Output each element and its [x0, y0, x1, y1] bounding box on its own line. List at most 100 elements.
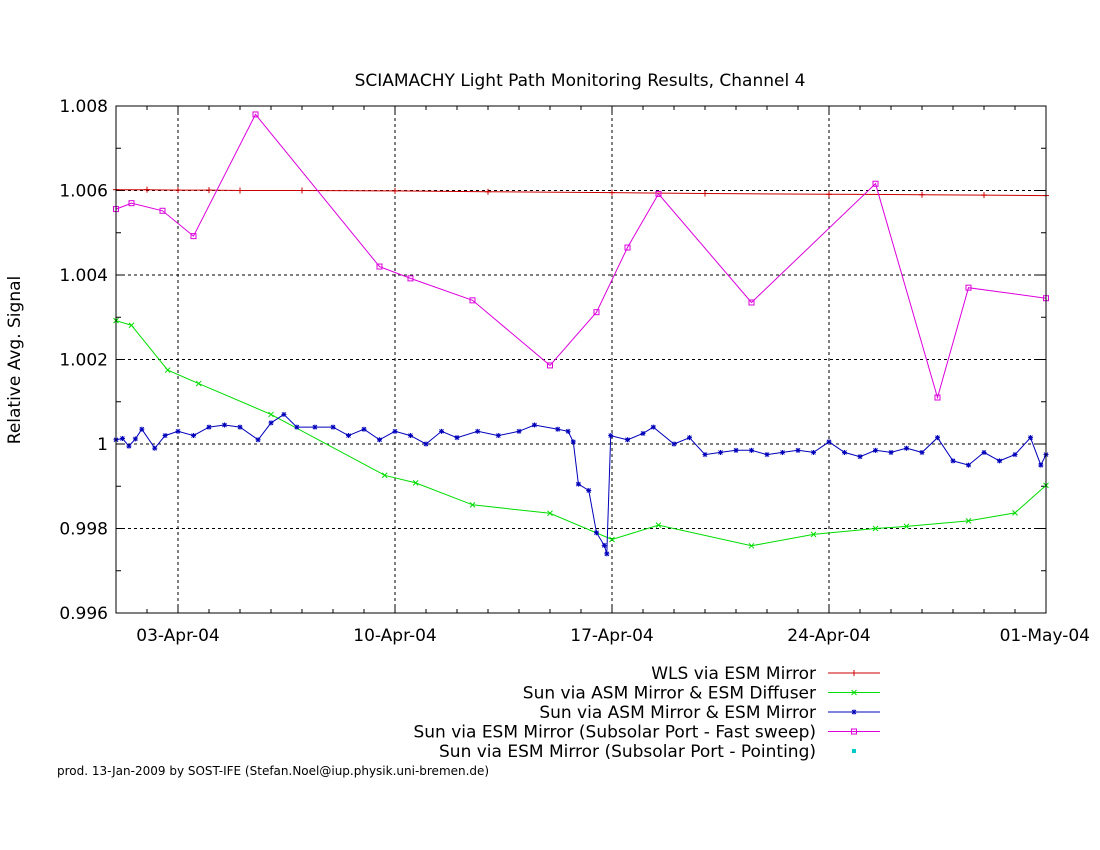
data-point — [152, 445, 158, 451]
data-point — [857, 454, 863, 460]
data-point — [749, 447, 754, 453]
legend-label: WLS via ESM Mirror — [651, 664, 816, 684]
data-point — [126, 443, 132, 449]
legend-entry: Sun via ESM Mirror (Subsolar Port - Poin… — [439, 742, 856, 762]
data-point — [601, 542, 607, 548]
x-tick-label: 17-Apr-04 — [570, 626, 653, 646]
data-point — [206, 424, 212, 430]
data-point — [748, 542, 755, 549]
data-point — [981, 192, 987, 199]
y-tick-label: 0.998 — [59, 520, 108, 540]
legend-entry: WLS via ESM Mirror — [651, 664, 880, 684]
data-point — [965, 284, 972, 291]
data-point — [687, 435, 692, 441]
legend-label: Sun via ESM Mirror (Subsolar Port - Fast… — [413, 723, 816, 743]
legend-entry: Sun via ASM Mirror & ESM Mirror — [539, 703, 880, 723]
data-point — [412, 480, 419, 486]
data-point — [655, 522, 662, 528]
data-point — [377, 437, 382, 443]
data-point — [826, 191, 832, 198]
data-point — [1012, 510, 1018, 516]
data-point — [495, 433, 501, 439]
y-tick-label: 1.002 — [59, 351, 108, 371]
data-point — [625, 437, 630, 443]
y-tick-label: 1.006 — [59, 182, 108, 202]
data-point — [609, 536, 615, 543]
legend-label: Sun via ASM Mirror & ESM Diffuser — [523, 684, 816, 704]
legend-entry: Sun via ASM Mirror & ESM Diffuser — [523, 684, 880, 704]
data-point — [934, 394, 941, 401]
data-point — [475, 428, 481, 434]
data-point — [919, 191, 925, 198]
data-point — [268, 411, 274, 418]
data-point — [144, 186, 150, 193]
legend-entry: Sun via ESM Mirror (Subsolar Port - Fast… — [413, 723, 880, 743]
plot-frame — [115, 105, 1047, 614]
data-point — [439, 428, 444, 434]
data-point — [586, 487, 592, 493]
data-point — [851, 689, 857, 696]
data-point — [851, 670, 857, 676]
data-point — [718, 449, 723, 455]
data-point — [919, 449, 925, 455]
data-point — [195, 380, 202, 387]
y-axis-label: Relative Avg. Signal — [5, 276, 25, 444]
data-point — [904, 445, 909, 451]
series-2 — [113, 317, 1049, 549]
data-point — [671, 441, 677, 447]
series-4 — [113, 111, 1049, 401]
x-tick-label: 24-Apr-04 — [787, 626, 870, 646]
data-point — [392, 187, 398, 194]
data-point — [294, 424, 300, 430]
data-point — [392, 428, 398, 434]
data-point — [565, 428, 571, 434]
data-point — [407, 275, 414, 282]
data-point — [851, 728, 857, 735]
data-point — [1038, 462, 1044, 468]
y-tick-label: 1.004 — [59, 266, 108, 286]
data-point — [795, 447, 801, 453]
data-point — [826, 439, 832, 445]
data-point — [281, 411, 287, 417]
axis-ticks — [115, 105, 1047, 614]
data-point — [361, 426, 367, 432]
data-point — [162, 433, 168, 439]
data-point — [454, 435, 460, 441]
data-point — [164, 367, 171, 373]
data-point — [469, 501, 476, 508]
data-point — [516, 428, 522, 434]
data-point — [408, 433, 413, 439]
data-point — [376, 263, 383, 270]
data-point — [191, 433, 196, 439]
series-line — [115, 320, 1047, 547]
data-point — [128, 200, 135, 207]
data-point — [997, 458, 1002, 464]
data-point — [206, 187, 212, 194]
data-point — [312, 424, 318, 430]
data-point — [222, 422, 227, 428]
x-tick-label: 01-May-04 — [1000, 626, 1090, 646]
data-point — [119, 436, 125, 442]
data-point — [423, 441, 429, 447]
data-point — [655, 190, 662, 197]
x-tick-label: 10-Apr-04 — [353, 626, 436, 646]
data-point — [547, 362, 553, 369]
data-point — [624, 244, 631, 251]
series-3 — [113, 411, 1049, 557]
data-point — [810, 531, 817, 538]
data-point — [872, 525, 879, 532]
data-point — [594, 530, 599, 536]
data-point — [132, 436, 138, 442]
data-point — [888, 449, 894, 455]
data-point — [190, 233, 197, 240]
data-point — [608, 433, 614, 439]
data-point — [593, 309, 600, 316]
data-point — [811, 449, 816, 455]
data-point — [1012, 452, 1018, 458]
data-point — [485, 188, 491, 195]
data-point — [381, 472, 388, 479]
legend-label: Sun via ASM Mirror & ESM Mirror — [539, 703, 816, 723]
data-point — [268, 420, 274, 426]
